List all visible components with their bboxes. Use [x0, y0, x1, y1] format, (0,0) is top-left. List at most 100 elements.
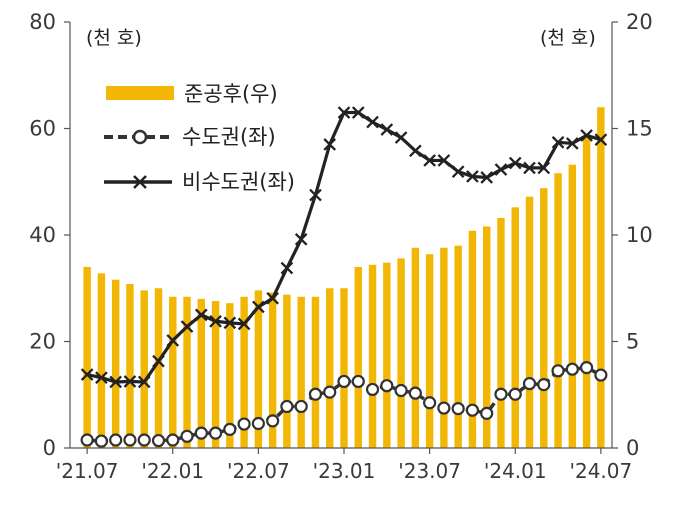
- capital-point-25: [437, 401, 451, 415]
- bar-35: [582, 137, 591, 448]
- noncapital-point-7: [180, 320, 194, 333]
- capital-point-21: [380, 379, 394, 393]
- bar-0: [83, 266, 91, 448]
- noncapital-point-24: [423, 154, 436, 167]
- right-tick-20: 20: [626, 10, 653, 34]
- legend-label-capital: 수도권(좌): [182, 125, 276, 149]
- capital-point-9: [208, 426, 223, 440]
- bar-21: [383, 262, 391, 448]
- capital-point-1: [94, 434, 109, 448]
- capital-point-10: [223, 422, 237, 436]
- capital-point-13: [266, 414, 280, 428]
- noncapital-point-12: [252, 300, 265, 314]
- noncapital-point-2: [109, 375, 122, 389]
- bar-series-layer: [83, 107, 605, 449]
- bar-30: [511, 207, 519, 448]
- capital-point-24: [423, 396, 437, 410]
- noncapital-point-26: [451, 165, 465, 178]
- noncapital-point-4: [137, 375, 151, 389]
- noncapital-point-21: [380, 123, 394, 136]
- noncapital-point-0: [80, 368, 94, 381]
- capital-point-33: [551, 364, 565, 378]
- noncapital-point-27: [466, 170, 479, 183]
- noncapital-point-35: [580, 129, 593, 142]
- noncapital-point-5: [152, 354, 165, 368]
- x-tick-36: '24.07: [569, 459, 632, 483]
- capital-point-35: [579, 360, 594, 375]
- capital-point-29: [494, 387, 508, 401]
- bar-23: [411, 247, 420, 448]
- capital-point-5: [151, 433, 166, 448]
- capital-point-34: [565, 362, 579, 376]
- noncapital-point-23: [409, 144, 422, 158]
- capital-point-3: [123, 433, 137, 447]
- noncapital-point-31: [523, 161, 536, 175]
- noncapital-point-28: [480, 171, 494, 184]
- left-tick-0: 0: [43, 436, 56, 460]
- capital-point-0: [80, 433, 94, 447]
- noncapital-point-22: [394, 131, 408, 144]
- bar-28: [482, 226, 491, 448]
- bar-14: [283, 294, 291, 448]
- bar-36: [597, 107, 605, 448]
- noncapital-point-25: [437, 154, 451, 167]
- noncapital-point-33: [551, 136, 565, 149]
- x-tick-12: '22.07: [227, 459, 290, 483]
- bar-20: [368, 264, 377, 448]
- bar-32: [540, 188, 548, 448]
- legend-label-noncapital: 비수도권(좌): [182, 170, 295, 194]
- capital-point-23: [408, 386, 422, 400]
- left-tick-40: 40: [29, 223, 56, 247]
- capital-point-19: [351, 374, 365, 389]
- legend-label-bar: 준공후(우): [184, 82, 278, 106]
- noncapital-point-8: [194, 308, 208, 322]
- bar-24: [425, 254, 434, 448]
- bar-25: [440, 247, 448, 448]
- noncapital-point-14: [280, 261, 294, 275]
- bar-11: [240, 296, 248, 448]
- capital-point-17: [323, 385, 337, 399]
- x-tick-30: '24.01: [484, 459, 547, 483]
- noncapital-point-36: [594, 133, 608, 146]
- noncapital-point-34: [566, 137, 579, 150]
- legend: 준공후(우) 수도권(좌) 비수도권(좌): [104, 82, 295, 194]
- legend-swatch-capital-marker: [132, 129, 148, 145]
- left-tick-80: 80: [29, 10, 56, 34]
- bar-3: [126, 283, 134, 448]
- capital-point-36: [594, 368, 608, 382]
- noncapital-point-29: [494, 163, 508, 176]
- noncapital-point-18: [337, 106, 351, 119]
- bar-22: [397, 258, 405, 448]
- bar-5: [154, 288, 163, 448]
- left-tick-20: 20: [29, 330, 56, 354]
- bar-34: [568, 164, 577, 448]
- bar-7: [183, 296, 191, 448]
- capital-point-26: [451, 402, 465, 416]
- noncapital-point-15: [294, 232, 308, 246]
- capital-point-11: [237, 417, 251, 431]
- left-tick-60: 60: [29, 117, 56, 141]
- bar-29: [497, 217, 505, 448]
- bar-8: [197, 298, 206, 448]
- bar-10: [226, 303, 234, 448]
- noncapital-point-32: [537, 161, 551, 175]
- capital-point-22: [394, 383, 408, 398]
- bar-6: [169, 296, 177, 448]
- bar-31: [525, 196, 534, 448]
- bar-9: [211, 301, 220, 448]
- right-tick-10: 10: [626, 223, 653, 247]
- bar-17: [326, 288, 334, 448]
- noncapital-point-13: [266, 292, 279, 305]
- right-tick-0: 0: [626, 436, 639, 460]
- bar-1: [97, 273, 106, 448]
- left-axis-unit: (천 호): [86, 27, 142, 49]
- right-tick-5: 5: [626, 330, 639, 354]
- capital-point-16: [308, 387, 323, 401]
- capital-point-12: [251, 416, 265, 431]
- capital-point-18: [337, 374, 351, 389]
- x-tick-18: '23.01: [313, 459, 376, 483]
- right-tick-15: 15: [626, 117, 653, 141]
- capital-point-6: [166, 433, 180, 447]
